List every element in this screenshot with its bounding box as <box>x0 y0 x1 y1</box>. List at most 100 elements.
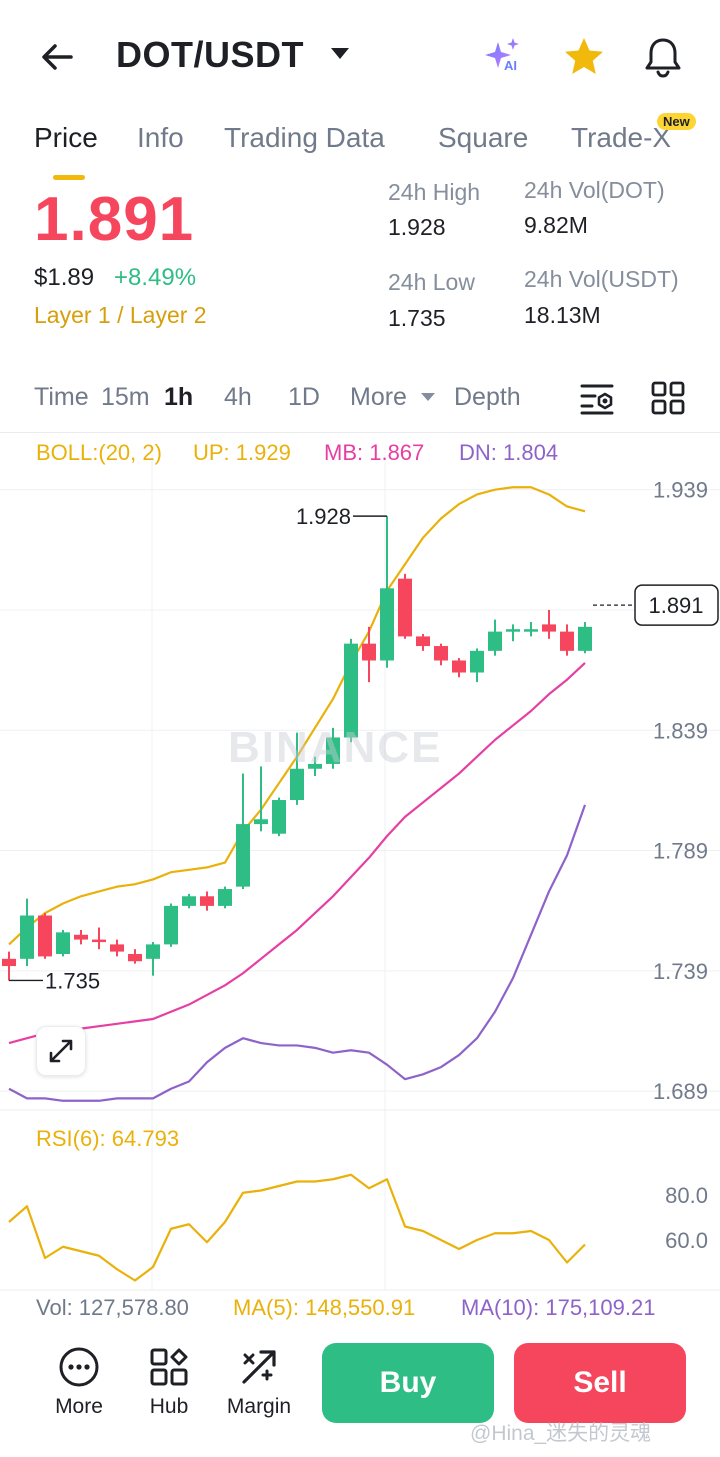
footer-watermark: @Hina_迷失的灵魂 <box>470 1422 652 1445</box>
candle-body <box>434 646 448 661</box>
candle-body <box>326 737 340 764</box>
boll-mb-label: MB: 1.867 <box>324 440 425 465</box>
candle-body <box>218 889 232 906</box>
candle <box>290 732 304 805</box>
candle-body <box>236 824 250 887</box>
tab-info[interactable]: Info <box>137 122 184 153</box>
interval-depth[interactable]: Depth <box>454 383 521 411</box>
candle <box>218 886 232 909</box>
candle-body <box>2 958 16 967</box>
candle-body <box>506 629 520 632</box>
new-badge: New <box>657 113 696 130</box>
candle <box>326 727 340 769</box>
candle-body <box>416 636 430 647</box>
usd-price: $1.89 <box>34 264 95 291</box>
price-tick-label: 1.739 <box>653 959 708 984</box>
chart-grid <box>0 455 720 1291</box>
candle-body <box>74 934 88 940</box>
boll-dn-line <box>8 804 587 1102</box>
pair-title[interactable]: DOT/USDT <box>116 34 304 75</box>
interval-time[interactable]: Time <box>34 383 89 411</box>
interval-1d[interactable]: 1D <box>288 383 320 411</box>
tab-price[interactable]: Price <box>34 122 98 153</box>
notification-button[interactable] <box>640 34 686 80</box>
candle-body <box>254 819 268 825</box>
boll-dn-label: DN: 1.804 <box>459 440 559 465</box>
candle <box>200 891 214 911</box>
candle <box>416 634 430 651</box>
sell-button[interactable]: Sell <box>514 1343 686 1423</box>
candlestick-chart[interactable]: 80.060.0 1.9391.8891.8391.7891.7391.689 … <box>0 432 720 1294</box>
candle <box>578 621 592 654</box>
back-button[interactable] <box>30 30 84 84</box>
rsi-label: RSI(6): 64.793 <box>36 1126 180 1151</box>
expand-chart-button[interactable] <box>36 1026 86 1076</box>
candle <box>20 898 34 967</box>
interval-15m[interactable]: 15m <box>101 383 150 411</box>
current-price-tag <box>634 584 719 626</box>
expand-icon <box>49 1039 73 1063</box>
buy-button[interactable]: Buy <box>322 1343 494 1423</box>
favorite-button[interactable] <box>561 34 607 80</box>
candle-body <box>308 763 322 769</box>
layout-grid-button[interactable] <box>648 378 688 418</box>
candle <box>380 516 394 668</box>
interval-more[interactable]: More <box>350 383 407 411</box>
grid-icon <box>651 381 685 415</box>
vol-base-value: 9.82M <box>524 212 588 238</box>
price-markers: 1.928 1.735 1.891 <box>9 504 719 993</box>
margin-button[interactable]: Margin <box>219 1345 299 1419</box>
candle-body <box>20 915 34 959</box>
more-caret-icon <box>421 393 435 401</box>
candle <box>398 573 412 639</box>
indicator-settings-button[interactable] <box>578 378 618 418</box>
interval-1h[interactable]: 1h <box>164 383 194 411</box>
low-value: 1.735 <box>388 305 446 331</box>
candle-body <box>362 643 376 661</box>
candle <box>74 929 88 945</box>
candle <box>2 951 16 981</box>
more-menu-button[interactable]: More <box>39 1345 119 1419</box>
tab-trade-x[interactable]: Trade-X <box>571 122 672 153</box>
vol-ma5-label: MA(5): 148,550.91 <box>233 1295 416 1320</box>
boll-up-label: UP: 1.929 <box>193 440 291 465</box>
candle-body <box>452 660 466 673</box>
hub-button[interactable]: Hub <box>129 1345 209 1419</box>
price-change-percent: +8.49% <box>114 264 197 291</box>
candle-body <box>578 626 592 651</box>
candle <box>254 766 268 832</box>
category-tag[interactable]: Layer 1 / Layer 2 <box>34 302 207 328</box>
more-dots-icon <box>59 1347 99 1387</box>
tab-trading-data[interactable]: Trading Data <box>224 122 385 153</box>
tab-square[interactable]: Square <box>438 122 529 153</box>
price-tick-label: 1.839 <box>653 718 708 743</box>
ai-assistant-button[interactable]: AI <box>482 34 528 80</box>
hub-label: Hub <box>149 1395 189 1418</box>
top-header: DOT/USDT AI <box>0 0 720 110</box>
margin-icon <box>242 1350 276 1384</box>
ai-sparkle-icon: AI <box>485 38 519 73</box>
price-tick-label: 1.689 <box>653 1079 708 1104</box>
candle-body <box>182 896 196 906</box>
back-arrow-icon <box>42 44 73 70</box>
candle-body <box>380 588 394 661</box>
interval-4h[interactable]: 4h <box>224 383 252 411</box>
bell-icon <box>645 38 681 78</box>
rsi-panel: 80.0 60.0 <box>8 1173 708 1282</box>
candle <box>452 658 466 678</box>
ai-badge-text: AI <box>504 58 517 73</box>
margin-label: Margin <box>226 1395 292 1418</box>
candle-body <box>488 631 502 651</box>
candle-body <box>524 629 538 632</box>
candle-body <box>128 954 142 962</box>
low-marker-label: 1.735 <box>45 968 100 993</box>
candle <box>308 756 322 776</box>
hub-icon <box>150 1348 188 1386</box>
candle <box>434 643 448 666</box>
candle <box>146 941 160 976</box>
candle-body <box>290 768 304 801</box>
vol-quote-label: 24h Vol(USDT) <box>524 266 679 292</box>
candle <box>560 624 574 656</box>
caret-down-icon[interactable] <box>330 47 350 61</box>
candle <box>236 773 250 890</box>
